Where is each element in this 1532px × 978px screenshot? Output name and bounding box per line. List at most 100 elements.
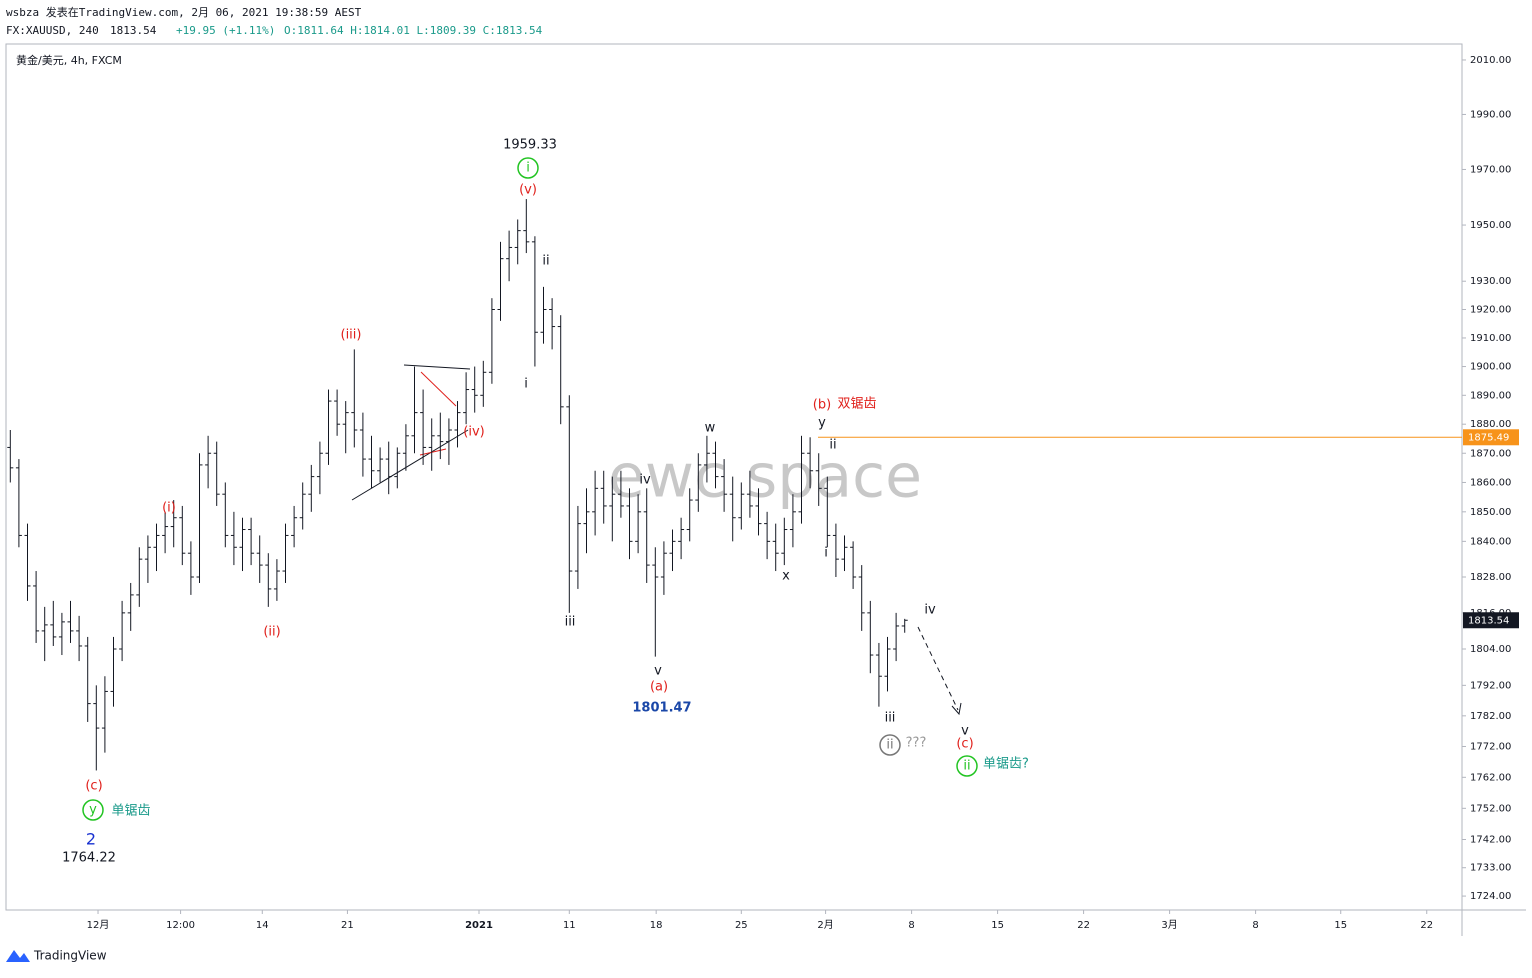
y-tick-label: 1950.00 (1470, 220, 1511, 231)
ohlc-bar (205, 435, 212, 489)
price-badge (1463, 429, 1519, 446)
ohlc-bar (729, 476, 736, 542)
wave-circle (82, 799, 104, 821)
price-badge (1463, 612, 1519, 629)
x-tick-label: 22 (1420, 920, 1433, 931)
ohlc-bar (136, 547, 143, 607)
ohlc-bar (463, 372, 470, 425)
wave-label: (i) (162, 501, 176, 516)
trend-line (420, 371, 457, 407)
x-tick-label: 25 (735, 920, 748, 931)
ohlc-bar (497, 241, 504, 321)
wave-label: (a) (650, 680, 668, 695)
ohlc-bar (24, 523, 31, 601)
x-tick-label: 2月 (817, 919, 833, 931)
chart-title: 黄金/美元, 4h, FXCM (16, 53, 122, 67)
wave-label: v (961, 724, 969, 739)
ohlc-bar (273, 559, 280, 601)
ohlc-bar (884, 636, 891, 692)
wave-label: y (818, 416, 826, 431)
ohlc-bar (33, 571, 40, 643)
ohlc-bar (437, 412, 444, 460)
x-tick-label: 21 (341, 920, 354, 931)
ohlc-bar (738, 482, 745, 530)
ohlc-bar (7, 429, 14, 483)
y-tick-label: 1880.00 (1470, 419, 1511, 430)
ohlc-bar (179, 505, 186, 566)
ohlc-bar (377, 447, 384, 483)
price-badge-label: 1875.49 (1468, 432, 1509, 443)
y-tick-label: 1860.00 (1470, 477, 1511, 488)
last-price: 1813.54 (110, 24, 157, 37)
x-tick-label: 22 (1077, 920, 1090, 931)
ohlc-bar (84, 636, 91, 722)
ohlc-bar (695, 453, 702, 512)
x-tick-label: 8 (1252, 920, 1258, 931)
wave-label: 双锯齿 (837, 397, 876, 412)
ohlc-bar (678, 517, 685, 560)
symbol: FX:XAUUSD, 240 (6, 24, 99, 37)
ohlc-bar (196, 453, 203, 583)
x-tick-label: 14 (256, 920, 269, 931)
y-tick-label: 1782.00 (1470, 711, 1511, 722)
ohlc-bar (712, 441, 719, 489)
ohlc-bar (583, 488, 590, 554)
ohlc-bar (334, 389, 341, 436)
ohlc-bar (428, 418, 435, 471)
y-tick-label: 1920.00 (1470, 305, 1511, 316)
ohlc-bar (669, 529, 676, 572)
ohlc-bar (893, 612, 900, 662)
wave-label: (iv) (463, 425, 484, 440)
ohlc-bar (239, 517, 246, 572)
ohlc-bar (454, 401, 461, 448)
ohlc-bar (875, 642, 882, 707)
wave-label: 1801.47 (632, 701, 691, 716)
y-tick-label: 1742.00 (1470, 834, 1511, 845)
wave-label: (ii) (263, 625, 280, 640)
ohlc-bar (721, 459, 728, 512)
ohlc-bar (170, 500, 177, 548)
y-tick-label: 1752.00 (1470, 803, 1511, 814)
ohlc-bar (187, 541, 194, 595)
wave-label: y (89, 803, 97, 818)
ohlc-bar (549, 298, 556, 350)
trend-line (403, 364, 471, 370)
ohlc-bar (299, 482, 306, 530)
ohlc-bar (402, 424, 409, 471)
ohlc-bar (58, 612, 65, 656)
ohlc-bar (316, 441, 323, 495)
ohlc-bar (514, 219, 521, 265)
ohlc-bar (15, 459, 22, 548)
y-tick-label: 1990.00 (1470, 109, 1511, 120)
footer: TradingView (6, 949, 107, 963)
wave-label: 1959.33 (503, 138, 557, 153)
ohlc-bar (617, 470, 624, 518)
ohlc-bar (660, 541, 667, 595)
ohlc-bar (93, 685, 100, 771)
wave-label: 单锯齿? (983, 757, 1029, 772)
ohlc-bar (798, 435, 805, 524)
ohlc-bar (600, 470, 607, 524)
ohlc-bar (832, 523, 839, 577)
ohlc-bar (213, 441, 220, 506)
y-tick-label: 1828.00 (1470, 572, 1511, 583)
ohlc-readout: O:1811.64 H:1814.01 L:1809.39 C:1813.54 (284, 24, 543, 37)
wave-label: (v) (519, 183, 537, 198)
y-tick-label: 1970.00 (1470, 164, 1511, 175)
wave-label: iii (885, 711, 896, 726)
wave-label: (c) (956, 737, 973, 752)
watermark: ewc space (608, 442, 922, 512)
y-tick-label: 1724.00 (1470, 891, 1511, 902)
ohlc-bar (76, 615, 83, 662)
y-tick-label: 1733.00 (1470, 863, 1511, 874)
ohlc-bar (230, 511, 237, 566)
ohlc-bar (531, 236, 538, 367)
ohlc-bar (841, 535, 848, 572)
wave-circle (879, 734, 901, 756)
ohlc-bar (222, 482, 229, 548)
ohlc-bar (291, 505, 298, 548)
ohlc-bar (557, 315, 564, 425)
y-tick-label: 1930.00 (1470, 276, 1511, 287)
ohlc-bar (703, 435, 710, 483)
